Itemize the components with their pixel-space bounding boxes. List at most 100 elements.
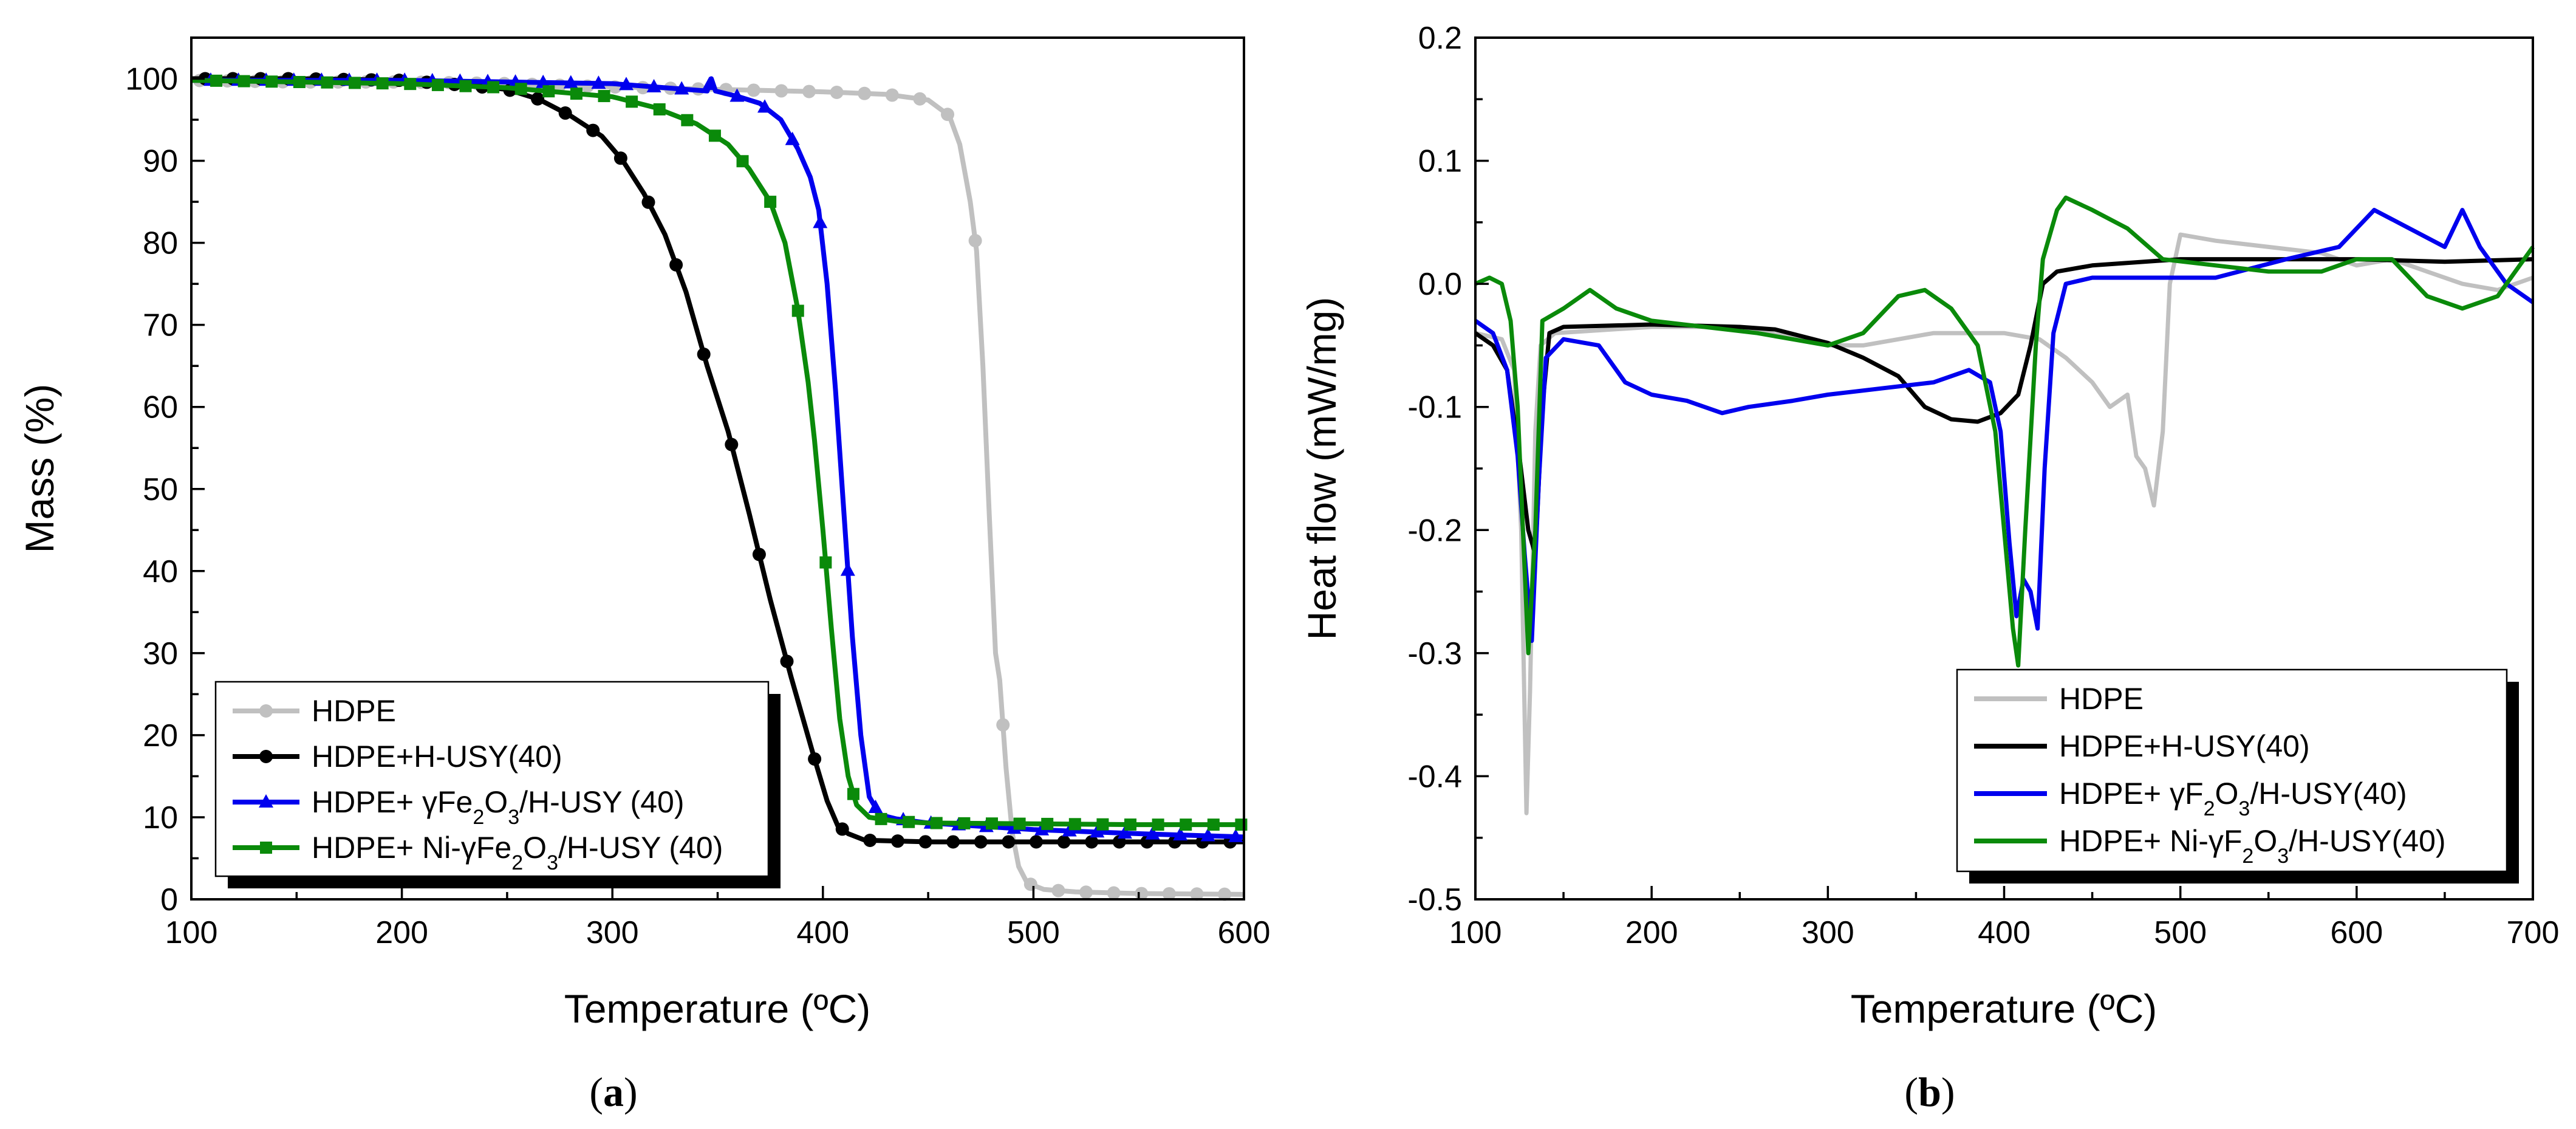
panel-a-series-marker-3 bbox=[591, 75, 606, 89]
panel-a-series-marker-3 bbox=[619, 77, 634, 91]
panel-a-series-marker-3 bbox=[563, 75, 578, 89]
panel-b-x-tick-label: 500 bbox=[2154, 915, 2207, 950]
panel-a-series-marker-2 bbox=[1002, 835, 1016, 849]
panel-a-y-tick-label: 10 bbox=[143, 800, 178, 836]
panel-a-x-tick-label: 200 bbox=[375, 915, 428, 950]
panel-a-series-marker-2 bbox=[558, 106, 572, 120]
panel-a-series-marker-3 bbox=[1173, 827, 1188, 841]
panel-a-series-marker-3 bbox=[840, 562, 855, 576]
panel-a-series-marker-2 bbox=[946, 835, 960, 849]
panel-a-series-marker-4 bbox=[1180, 818, 1192, 831]
panel-a-y-tick-label: 100 bbox=[125, 62, 178, 97]
panel-b-x-tick-label: 100 bbox=[1449, 915, 1502, 950]
panel-a-x-tick-label: 100 bbox=[165, 915, 218, 950]
panel-a-series-marker-4 bbox=[237, 75, 250, 88]
panel-a-series-marker-3 bbox=[729, 88, 745, 102]
panel-a-series-marker-2 bbox=[1029, 835, 1043, 849]
panel-a-series-marker-1 bbox=[1023, 877, 1037, 891]
panel-b-y-tick-label: -0.5 bbox=[1407, 882, 1462, 918]
panel-a-series-line-3 bbox=[191, 76, 1245, 840]
panel-a-series-marker-2 bbox=[641, 195, 655, 209]
panel-a-series-marker-1 bbox=[913, 92, 927, 106]
panel-a-y-tick-label: 40 bbox=[143, 554, 178, 589]
panel-a-series-marker-4 bbox=[376, 77, 389, 90]
panel-a-y-tick-label: 50 bbox=[143, 472, 178, 507]
panel-b-y-tick-label: 0.2 bbox=[1418, 21, 1462, 56]
panel-a-legend-label-3: HDPE+ γFe2O3/H-USY (40) bbox=[312, 785, 684, 829]
panel-b-x-tick-label: 600 bbox=[2330, 915, 2383, 950]
panel-a-series-marker-4 bbox=[736, 155, 749, 168]
panel-b-y-tick-label: -0.2 bbox=[1407, 513, 1462, 548]
panel-b-x-tick-label: 400 bbox=[1978, 915, 2031, 950]
panel-a-series-marker-4 bbox=[1096, 818, 1109, 831]
panel-b-legend-label-4: HDPE+ Ni-γF2O3/H-USY(40) bbox=[2059, 824, 2446, 868]
panel-b-legend-label-2: HDPE+H-USY(40) bbox=[2059, 729, 2310, 763]
panel-a-series-marker-2 bbox=[1085, 835, 1099, 849]
panel-a-y-tick-label: 20 bbox=[143, 718, 178, 753]
panel-a-series-marker-1 bbox=[1051, 884, 1065, 897]
panel-a-series-marker-1 bbox=[802, 84, 816, 98]
panel-a-series-marker-4 bbox=[1235, 818, 1248, 831]
panel-a-series-marker-1 bbox=[1162, 887, 1176, 901]
panel-a-series-marker-3 bbox=[1200, 828, 1215, 842]
panel-a-series-marker-2 bbox=[531, 92, 545, 106]
panel-a-series-marker-1 bbox=[774, 84, 788, 98]
panel-a-series-marker-2 bbox=[890, 834, 904, 848]
panel-a-series-marker-3 bbox=[1228, 828, 1243, 842]
panel-a-x-tick-label: 400 bbox=[796, 915, 849, 950]
panel-a-series-marker-3 bbox=[757, 99, 773, 113]
panel-a-series-marker-3 bbox=[868, 800, 883, 814]
panel-b-y-tick-label: -0.4 bbox=[1407, 759, 1462, 794]
panel-a-series-marker-3 bbox=[785, 131, 800, 145]
panel-a-series-marker-2 bbox=[780, 654, 794, 668]
panel-b-x-tick-label: 700 bbox=[2507, 915, 2560, 950]
panel-b-legend-frame bbox=[1956, 668, 2508, 873]
panel-a-series-marker-3 bbox=[1117, 825, 1132, 839]
panel-a-series-marker-3 bbox=[1145, 826, 1160, 840]
panel-a-series-marker-1 bbox=[1218, 887, 1232, 901]
panel-a-y-tick-label: 90 bbox=[143, 144, 178, 179]
panel-a-series-marker-4 bbox=[404, 78, 417, 91]
panel-a-series-marker-1 bbox=[941, 108, 955, 122]
panel-b-x-tick-label: 300 bbox=[1802, 915, 1854, 950]
panel-a-series-marker-4 bbox=[265, 75, 278, 88]
panel-a-series-marker-1 bbox=[830, 86, 844, 100]
panel-a-series-marker-4 bbox=[321, 76, 333, 89]
panel-a-series-marker-4 bbox=[985, 817, 998, 830]
panel-a-series-marker-2 bbox=[752, 547, 766, 561]
panel-a-series-marker-4 bbox=[958, 817, 971, 829]
panel-a-series-marker-4 bbox=[1207, 818, 1220, 831]
panel-a-series-marker-4 bbox=[1068, 818, 1081, 831]
panel-a-y-tick-label: 80 bbox=[143, 226, 178, 261]
panel-a-series-marker-4 bbox=[791, 304, 804, 317]
panel-a-caption: (a) bbox=[589, 1069, 637, 1115]
panel-a-series-marker-4 bbox=[626, 95, 638, 108]
panel-a-series-marker-1 bbox=[996, 718, 1010, 732]
panel-a-series-marker-4 bbox=[653, 103, 666, 115]
panel-a-series-marker-4 bbox=[293, 75, 306, 88]
panel-a-x-axis-label: Temperature (ºC) bbox=[564, 986, 871, 1031]
panel-a-series-marker-1 bbox=[1190, 887, 1204, 901]
panel-b-x-tick-label: 200 bbox=[1625, 915, 1678, 950]
panel-a-series-marker-4 bbox=[542, 85, 555, 98]
panel-a-series-marker-1 bbox=[885, 88, 899, 102]
panel-a-series-marker-3 bbox=[646, 78, 661, 92]
panel-a-series-marker-4 bbox=[681, 114, 694, 126]
panel-a-series-marker-2 bbox=[669, 258, 683, 272]
panel-a: 100 200 300 400 500 600 0 10 20 30 40 50 60 70 80 90 100… bbox=[17, 36, 1270, 1115]
panel-a-series bbox=[191, 72, 1248, 901]
panel-a-series-marker-4 bbox=[459, 80, 472, 92]
panel-a-series-marker-4 bbox=[903, 815, 915, 828]
panel-a-legend-marker-1 bbox=[259, 704, 273, 718]
panel-a-legend-marker-2 bbox=[259, 750, 273, 763]
panel-a-series-marker-1 bbox=[746, 83, 760, 97]
panel-a-series-marker-4 bbox=[598, 90, 610, 103]
panel-a-legend: HDPE HDPE+H-USY(40) HDPE+ γFe2O3/H-USY (40… bbox=[214, 681, 781, 888]
panel-a-series-marker-4 bbox=[349, 77, 361, 89]
panel-a-series-marker-4 bbox=[847, 788, 859, 800]
panel-a-series-marker-4 bbox=[875, 812, 887, 825]
panel-a-series-marker-3 bbox=[674, 81, 689, 95]
panel-a-series-marker-4 bbox=[1041, 817, 1054, 830]
panel-b-caption: (b) bbox=[1904, 1069, 1955, 1115]
